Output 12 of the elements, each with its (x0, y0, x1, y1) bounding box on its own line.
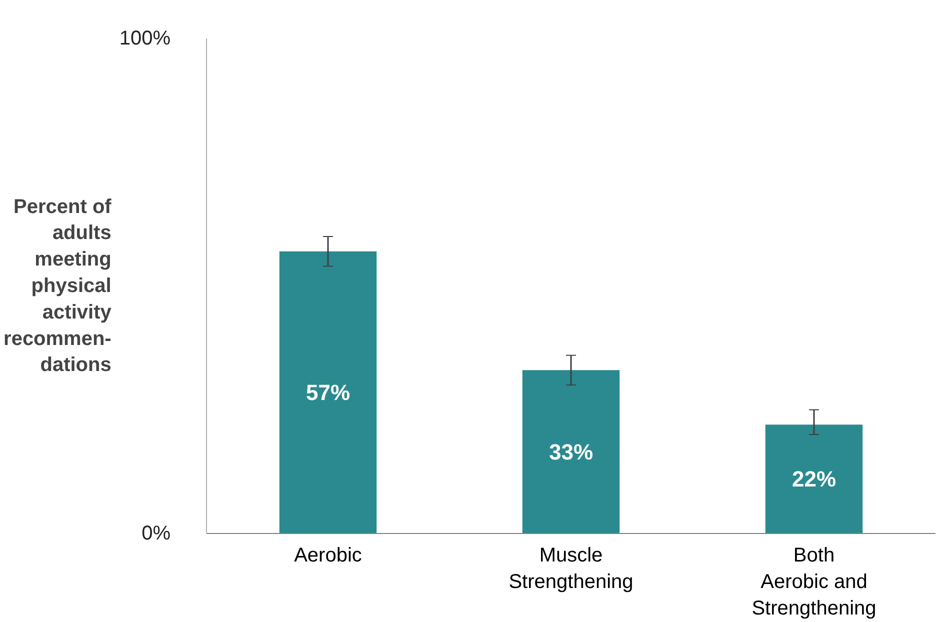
x-tick-label: Both Aerobic and Strengthening (752, 544, 876, 620)
data-label: 33% (548, 439, 594, 464)
bar (765, 424, 863, 534)
y-tick-label: 100% (119, 28, 171, 50)
y-tick-label: 0% (142, 522, 171, 544)
data-label: 22% (792, 466, 836, 492)
data-label: 57% (306, 380, 350, 405)
x-tick-label: Aerobic (294, 544, 362, 566)
x-tick-label: Muscle Strengthening (508, 544, 634, 593)
y-axis-title: Percent of adults meeting physical activity recommen- dations (4, 196, 112, 376)
bar (522, 370, 620, 534)
bar (279, 251, 377, 534)
